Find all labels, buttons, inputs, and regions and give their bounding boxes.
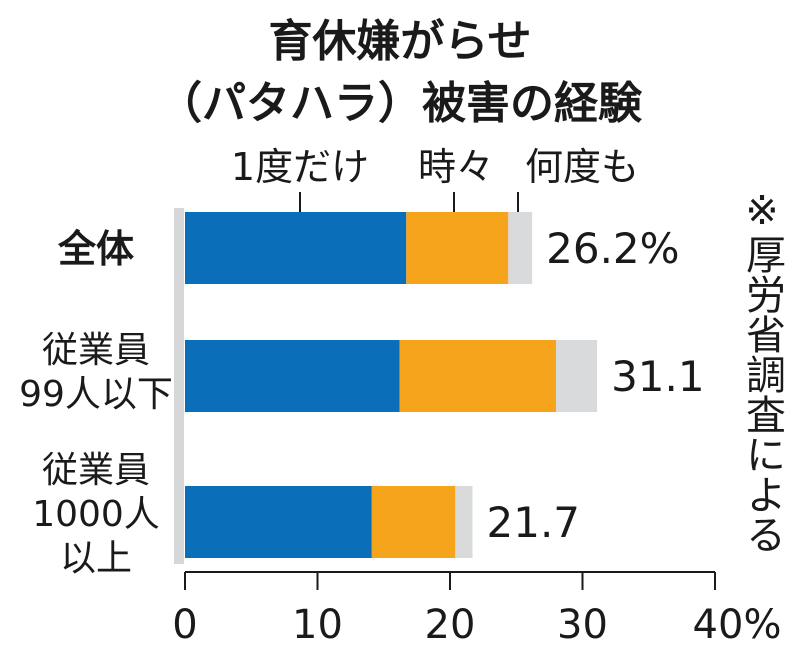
x-tick-label-10: 10 <box>292 602 343 648</box>
chart-title-line-1: 育休嫌がらせ <box>268 16 531 67</box>
bar-total-many <box>508 212 533 284</box>
total-label-small-company: 31.1 <box>611 352 705 401</box>
legend-label-once: 1度だけ <box>231 145 369 189</box>
bar-small-company-once <box>185 340 400 412</box>
category-label-large-company-line-1: 従業員 <box>42 450 150 491</box>
category-label-total: 全体 <box>57 227 134 271</box>
total-label-large-company: 21.7 <box>487 498 581 547</box>
bar-total-sometimes <box>406 212 509 284</box>
category-label-small-company-line-1: 従業員 <box>42 330 150 371</box>
chart-title-line-2: （パタハラ）被害の経験 <box>158 78 643 129</box>
x-tick-label-40: 40% <box>693 602 782 648</box>
bar-row-large-company: 21.7 <box>185 486 580 558</box>
bar-small-company-sometimes <box>399 340 556 412</box>
category-label-large-company-line-3: 以上 <box>60 538 132 579</box>
source-note: ※厚労省調査による <box>739 188 785 554</box>
category-label-small-company-line-2: 99人以下 <box>19 374 173 415</box>
category-label-large-company-line-2: 1000人 <box>32 494 160 535</box>
bar-row-total: 26.2% <box>185 212 680 284</box>
bar-small-company-many <box>556 340 598 412</box>
legend-label-many: 何度も <box>525 145 639 189</box>
x-tick-label-20: 20 <box>425 602 476 648</box>
legend-label-sometimes: 時々 <box>418 145 494 189</box>
bar-large-company-many <box>455 486 473 558</box>
total-label-total: 26.2% <box>546 224 679 273</box>
bar-large-company-once <box>185 486 372 558</box>
x-tick-label-0: 0 <box>172 602 197 648</box>
bar-row-small-company: 31.1 <box>185 340 705 412</box>
axis-strip <box>174 208 184 564</box>
bar-total-once <box>185 212 407 284</box>
bar-large-company-sometimes <box>371 486 456 558</box>
x-tick-label-30: 30 <box>557 602 608 648</box>
x-axis-ticks: 0 10 20 30 40% <box>172 572 781 648</box>
